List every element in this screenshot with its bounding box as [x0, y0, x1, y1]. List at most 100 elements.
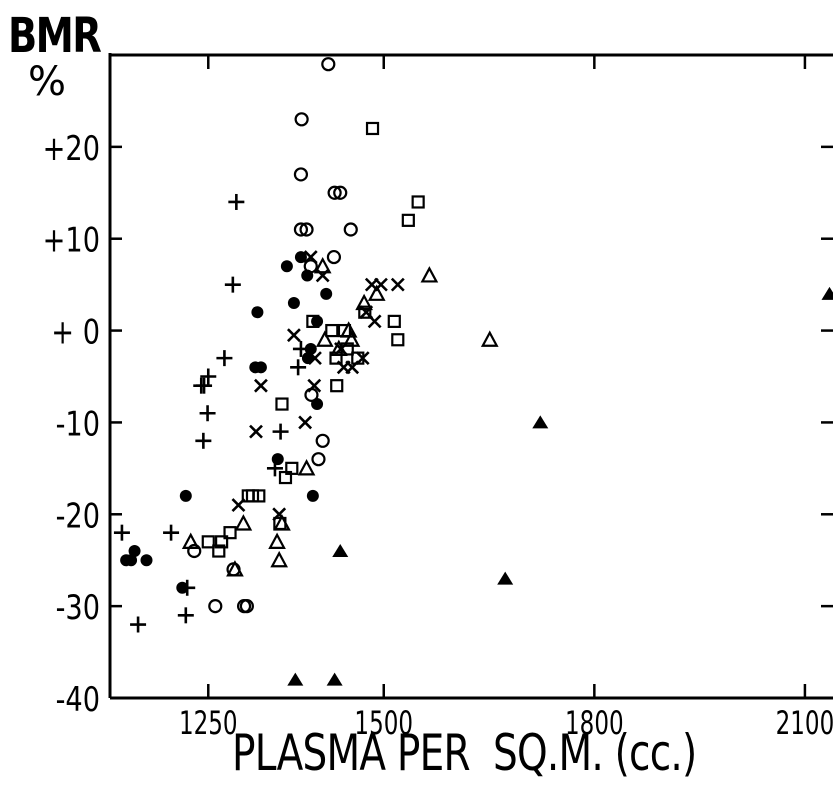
point-square [330, 379, 344, 393]
point-cross [303, 250, 318, 265]
point-plus [163, 524, 180, 541]
point-circle [315, 433, 330, 448]
point-triangle [273, 514, 291, 531]
point-filled-circle [251, 306, 264, 319]
chart-axes [108, 53, 833, 700]
point-square [365, 121, 380, 136]
point-triangle [226, 560, 244, 577]
point-square [285, 461, 299, 475]
point-circle [326, 249, 342, 265]
point-plus [177, 607, 194, 624]
point-filled-triangle [821, 286, 833, 300]
point-square [411, 195, 425, 209]
point-circle [303, 259, 318, 274]
point-cross [307, 378, 322, 393]
point-plus [272, 423, 289, 440]
point-triangle [355, 293, 373, 311]
point-plus [195, 432, 212, 449]
y-tick-label: -30 [56, 588, 100, 628]
point-filled-circle [128, 545, 141, 558]
point-plus [224, 276, 241, 293]
point-square [325, 323, 339, 338]
point-triangle [297, 459, 316, 476]
point-circle [321, 57, 336, 72]
point-triangle [480, 330, 499, 347]
point-square [201, 535, 215, 549]
chart-points [113, 57, 833, 686]
point-circle [187, 543, 202, 559]
point-filled-circle [125, 554, 138, 567]
point-triangle [313, 256, 332, 274]
x-tick-label: 1250 [179, 704, 238, 742]
point-triangle [181, 532, 200, 549]
point-plus [216, 350, 233, 367]
point-plus [199, 405, 216, 422]
point-plus [130, 616, 147, 633]
x-tick-label: 1800 [565, 704, 624, 742]
point-filled-circle [254, 361, 267, 374]
point-square [306, 314, 320, 328]
point-circle [304, 387, 319, 402]
point-square [387, 314, 401, 328]
point-filled-triangle [326, 672, 343, 686]
point-circle [327, 185, 342, 200]
y-axis-unit: % [28, 59, 67, 105]
x-axis-title: PLASMA PER SQ.M. (cc.) [232, 724, 697, 782]
point-cross [298, 415, 313, 430]
point-triangle [315, 330, 334, 347]
point-triangle [270, 550, 289, 568]
y-tick-label: -20 [56, 496, 100, 536]
point-circle [293, 167, 309, 182]
point-cross [253, 378, 268, 393]
point-filled-circle [304, 342, 317, 355]
point-circle [311, 452, 326, 467]
point-triangle [420, 266, 439, 283]
point-circle [299, 222, 314, 237]
point-plus [290, 359, 307, 376]
point-filled-circle [140, 554, 153, 567]
point-cross [390, 277, 405, 292]
point-plus [200, 368, 217, 385]
point-circle [208, 599, 223, 614]
point-filled-circle [287, 297, 300, 310]
point-circle [239, 599, 254, 614]
point-square [351, 351, 365, 365]
point-filled-circle [311, 315, 324, 328]
point-circle [343, 222, 358, 237]
y-tick-label: + 0 [51, 313, 100, 353]
x-tick-label: 2100 [776, 704, 833, 742]
point-square [223, 526, 237, 540]
point-square [358, 305, 372, 319]
point-plus [113, 524, 130, 541]
point-filled-triangle [287, 672, 304, 686]
point-filled-triangle [532, 415, 549, 429]
chart-ticks [110, 55, 833, 698]
point-square [252, 489, 266, 503]
point-square [275, 397, 289, 411]
y-tick-label: -40 [56, 680, 100, 720]
point-square [401, 213, 415, 227]
point-square [215, 535, 229, 549]
point-circle [293, 222, 309, 237]
point-filled-circle [320, 287, 333, 300]
point-filled-circle [294, 251, 307, 264]
point-cross [308, 351, 322, 366]
y-tick-label: +10 [43, 221, 100, 261]
point-square [329, 351, 343, 365]
point-plus [196, 377, 213, 394]
chart-tick-labels: +20 +10 + 0 -10 -20 -30 -40 1250 1500 1800 2100 [43, 129, 833, 742]
y-tick-label: -10 [56, 405, 100, 445]
point-filled-circle [280, 260, 293, 273]
point-filled-circle [306, 489, 319, 502]
point-triangle [342, 330, 361, 347]
point-triangle [329, 339, 348, 357]
x-tick-label: 1500 [354, 704, 413, 742]
y-axis-title: BMR [8, 8, 102, 64]
point-filled-circle [179, 489, 192, 502]
point-circle [333, 185, 348, 200]
point-filled-circle [176, 581, 189, 594]
point-square [212, 544, 226, 558]
point-plus [228, 193, 245, 210]
point-filled-triangle [332, 544, 349, 558]
point-circle [294, 112, 309, 127]
